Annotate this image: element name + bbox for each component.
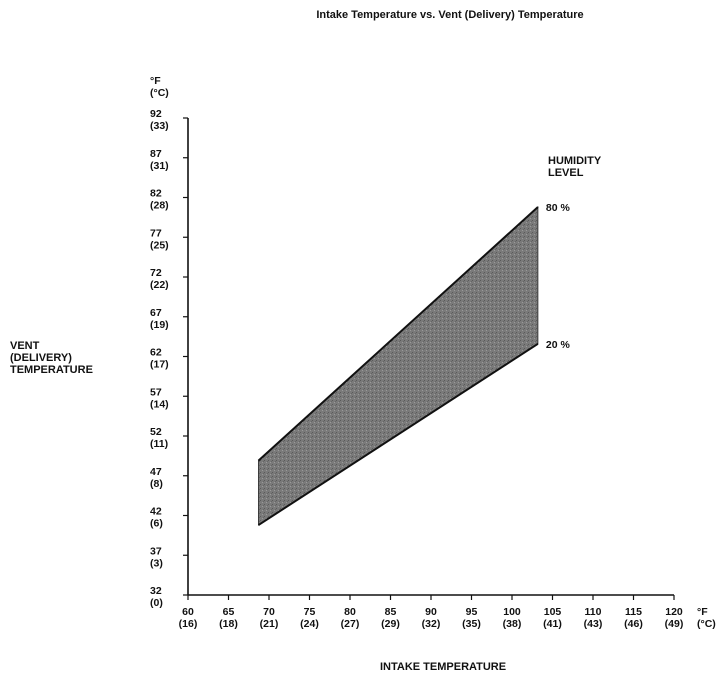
y-tick-label: 87 [150, 148, 162, 160]
series-label-20: 20 % [546, 339, 571, 351]
x-tick-label: 95 [466, 606, 478, 618]
y-tick-label: 32 [150, 585, 162, 597]
y-tick-label-celsius: (28) [150, 200, 169, 212]
y-tick-label: 42 [150, 506, 162, 518]
x-tick-label: 85 [385, 606, 397, 618]
y-unit-label: °F (°C) [150, 75, 169, 99]
y-tick-label-celsius: (14) [150, 398, 169, 410]
chart-title: Intake Temperature vs. Vent (Delivery) T… [316, 9, 584, 21]
x-unit-c: (°C) [697, 618, 716, 630]
y-tick-label-celsius: (11) [150, 438, 168, 450]
y-unit-f: °F [150, 75, 161, 87]
legend-title-line: HUMIDITY [548, 155, 602, 167]
series-line-20 [257, 342, 539, 526]
x-unit-label: °F (°C) [697, 606, 716, 630]
y-tick-label: 92 [150, 108, 162, 120]
x-tick-label-celsius: (49) [665, 618, 684, 630]
x-tick-label: 100 [503, 606, 521, 618]
y-tick-label-celsius: (33) [150, 120, 169, 132]
y-tick-label-celsius: (3) [150, 557, 163, 569]
x-tick-label: 115 [625, 606, 642, 618]
y-tick-label-celsius: (22) [150, 279, 169, 291]
y-tick-label: 47 [150, 466, 162, 478]
y-tick-label: 72 [150, 267, 162, 279]
x-tick-label-celsius: (38) [503, 618, 522, 630]
x-axis-label: INTAKE TEMPERATURE [380, 661, 507, 673]
humidity-legend-title: HUMIDITY LEVEL [548, 155, 601, 179]
x-tick-label-celsius: (46) [624, 618, 643, 630]
y-tick-label-celsius: (8) [150, 478, 163, 490]
y-unit-c: (°C) [150, 87, 169, 99]
x-tick-label-celsius: (35) [462, 618, 481, 630]
y-tick-label-celsius: (31) [150, 160, 169, 172]
y-tick-label: 52 [150, 426, 162, 438]
x-tick-label: 80 [344, 606, 356, 618]
x-tick-label: 110 [585, 606, 602, 618]
y-tick-label-celsius: (0) [150, 597, 163, 609]
y-axis-label-line: (DELIVERY) [10, 352, 72, 364]
x-tick-label-celsius: (16) [179, 618, 198, 630]
y-tick-label-celsius: (17) [150, 359, 169, 371]
y-tick-label-celsius: (19) [150, 319, 169, 331]
x-tick-label-celsius: (18) [219, 618, 238, 630]
y-tick-label: 77 [150, 227, 162, 239]
x-tick-label: 60 [182, 606, 194, 618]
y-tick-label: 62 [150, 347, 162, 359]
y-tick-label-celsius: (6) [150, 518, 163, 530]
y-tick-label: 57 [150, 386, 162, 398]
x-tick-label-celsius: (24) [300, 618, 319, 630]
x-tick-label: 120 [665, 606, 683, 618]
x-tick-label-celsius: (32) [422, 618, 441, 630]
x-tick-label-celsius: (27) [341, 618, 360, 630]
x-tick-label: 75 [304, 606, 316, 618]
x-tick-label: 65 [223, 606, 235, 618]
series-label-80: 80 % [546, 202, 571, 214]
x-tick-label-celsius: (21) [260, 618, 279, 630]
y-axis-label-line: VENT [10, 340, 40, 352]
x-unit-f: °F [697, 606, 708, 618]
x-tick-label-celsius: (29) [381, 618, 400, 630]
x-tick-label-celsius: (43) [584, 618, 603, 630]
y-tick-label: 67 [150, 307, 162, 319]
x-tick-label: 90 [425, 606, 437, 618]
y-tick-label: 82 [150, 188, 162, 200]
legend-title-line: LEVEL [548, 167, 584, 179]
y-tick-label: 37 [150, 545, 162, 557]
x-tick-label-celsius: (41) [543, 618, 562, 630]
x-tick-label: 105 [544, 606, 562, 618]
y-axis-label: VENT (DELIVERY) TEMPERATURE [10, 340, 140, 376]
y-axis-label-line: TEMPERATURE [10, 364, 93, 376]
series-line-80 [257, 206, 539, 462]
x-tick-label: 70 [263, 606, 275, 618]
humidity-band [258, 206, 539, 526]
y-tick-label-celsius: (25) [150, 239, 169, 251]
